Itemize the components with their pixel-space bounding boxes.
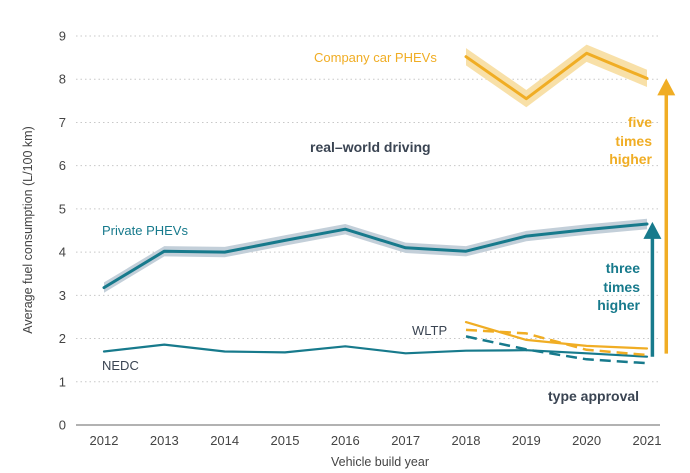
band-layer bbox=[104, 44, 647, 293]
nedc-line bbox=[102, 343, 528, 355]
private-phevs-label: Private PHEVs bbox=[102, 223, 188, 238]
y-tick-label-9: 9 bbox=[59, 29, 66, 44]
five-times-line-2: times bbox=[615, 133, 652, 149]
company-car-phevs-line bbox=[464, 51, 649, 101]
y-tick-label-6: 6 bbox=[59, 158, 66, 173]
three-times-line-1: three bbox=[606, 260, 640, 276]
real-world-driving-label: real–world driving bbox=[310, 139, 431, 155]
x-tick-label-2014: 2014 bbox=[210, 433, 239, 448]
type-approval-label: type approval bbox=[548, 388, 639, 404]
five-times-line-3: higher bbox=[609, 151, 652, 167]
x-tick-label-2012: 2012 bbox=[90, 433, 119, 448]
private-phevs-band bbox=[104, 218, 647, 293]
arrow-layer bbox=[643, 78, 676, 357]
y-tick-label-0: 0 bbox=[59, 418, 66, 433]
y-tick-label-3: 3 bbox=[59, 288, 66, 303]
x-tick-label-2019: 2019 bbox=[512, 433, 541, 448]
company-car-phevs-label: Company car PHEVs bbox=[314, 50, 437, 65]
x-axis-ticks: 2012 2013 2014 2015 2016 2017 2018 2019 2020 2021 bbox=[90, 433, 662, 448]
five-times-arrow-head bbox=[657, 78, 676, 96]
x-tick-label-2015: 2015 bbox=[271, 433, 300, 448]
line-layer bbox=[102, 51, 649, 365]
private-phevs-line bbox=[102, 222, 649, 290]
y-tick-label-7: 7 bbox=[59, 115, 66, 130]
x-tick-label-2020: 2020 bbox=[572, 433, 601, 448]
x-axis-title: Vehicle build year bbox=[331, 455, 429, 469]
wltp-company-line bbox=[465, 328, 648, 357]
x-tick-label-2018: 2018 bbox=[452, 433, 481, 448]
y-tick-label-1: 1 bbox=[59, 374, 66, 389]
x-tick-label-2021: 2021 bbox=[633, 433, 662, 448]
nedc-label: NEDC bbox=[102, 358, 139, 373]
y-axis-title: Average fuel consumption (L/100 km) bbox=[21, 126, 35, 334]
x-tick-label-2017: 2017 bbox=[391, 433, 420, 448]
y-tick-label-8: 8 bbox=[59, 72, 66, 87]
y-tick-label-4: 4 bbox=[59, 245, 66, 260]
three-times-line-3: higher bbox=[597, 297, 640, 313]
y-tick-label-2: 2 bbox=[59, 331, 66, 346]
nedc-private-2019-2021-line bbox=[525, 349, 649, 358]
five-times-line-1: five bbox=[628, 114, 652, 130]
x-tick-label-2016: 2016 bbox=[331, 433, 360, 448]
y-axis-ticks: 0 1 2 3 4 5 6 7 8 9 bbox=[59, 29, 66, 433]
wltp-private-line bbox=[465, 335, 648, 365]
wltp-label: WLTP bbox=[412, 323, 447, 338]
nedc-company-line bbox=[464, 321, 649, 350]
three-times-arrow-head bbox=[643, 221, 662, 239]
y-tick-label-5: 5 bbox=[59, 201, 66, 216]
x-tick-label-2013: 2013 bbox=[150, 433, 179, 448]
three-times-line-2: times bbox=[603, 279, 640, 295]
